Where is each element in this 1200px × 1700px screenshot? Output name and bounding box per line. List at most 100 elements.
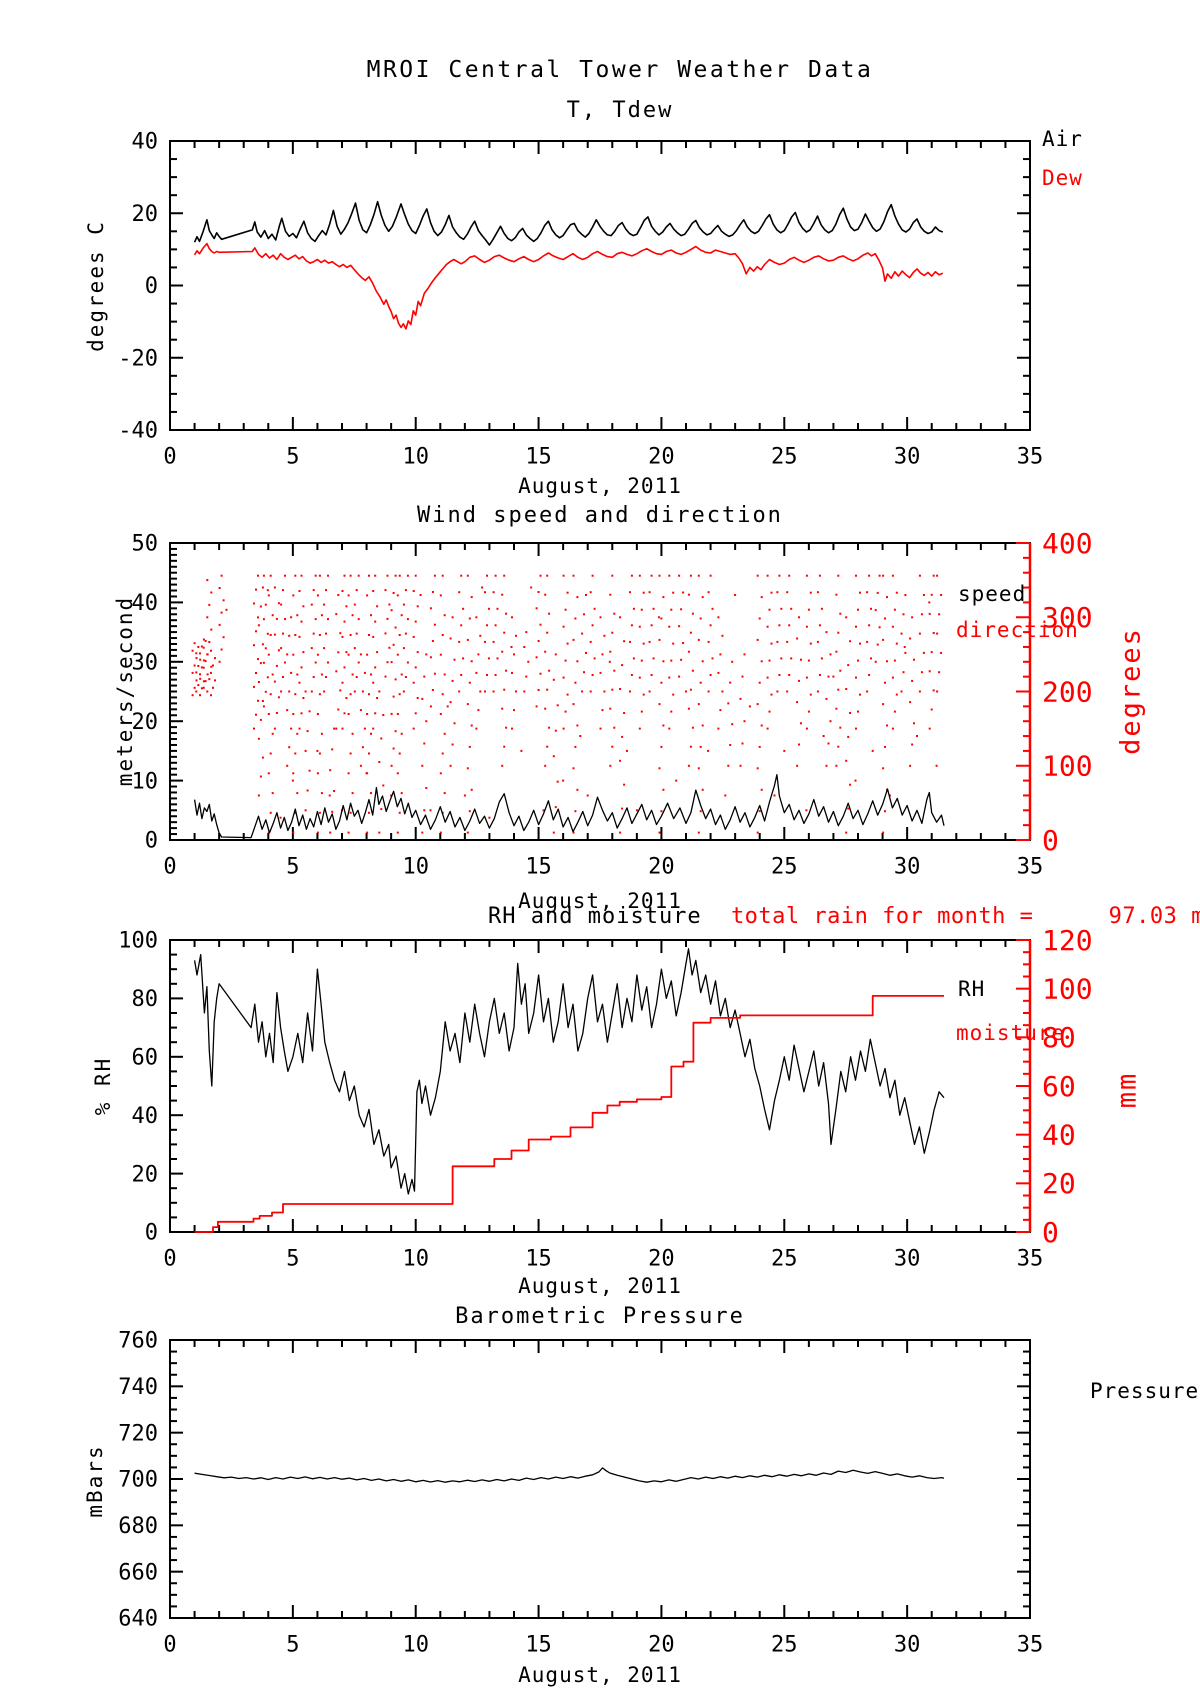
wind-direction-point — [296, 614, 299, 617]
wind-y2-tick-label: 0 — [1042, 824, 1059, 857]
wind-direction-point — [682, 591, 685, 594]
wind-direction-point — [776, 640, 779, 643]
wind-direction-point — [701, 660, 704, 663]
wind-direction-point — [218, 660, 221, 663]
wind-direction-point — [394, 626, 397, 629]
wind-direction-point — [786, 640, 789, 643]
wind-direction-point — [546, 745, 549, 748]
wind-direction-point — [280, 603, 283, 606]
wind-direction-point — [562, 625, 565, 628]
wind-direction-point — [484, 640, 486, 643]
wind-direction-point — [320, 614, 323, 617]
wind-direction-point — [783, 749, 786, 752]
wind-direction-point — [208, 678, 211, 681]
wind-direction-point — [200, 687, 203, 690]
wind-direction-point — [320, 732, 323, 735]
wind-direction-point — [895, 591, 898, 594]
wind-direction-point — [825, 764, 828, 767]
wind-direction-point — [699, 681, 702, 684]
wind-direction-point — [388, 646, 391, 649]
wind-direction-point — [255, 630, 257, 633]
wind-direction-point — [623, 783, 626, 786]
wind-direction-point — [359, 764, 362, 767]
wind-direction-point — [660, 745, 663, 748]
wind-direction-point — [257, 616, 259, 619]
wind-direction-point — [564, 659, 567, 662]
wind-direction-point — [758, 617, 761, 620]
wind-direction-point — [323, 603, 326, 606]
wind-direction-point — [800, 722, 802, 725]
wind-direction-point — [345, 697, 348, 699]
wind-direction-point — [262, 705, 265, 708]
wind-direction-point — [552, 678, 555, 681]
wind-direction-point — [292, 772, 295, 775]
wind-direction-point — [368, 752, 370, 755]
wind-direction-point — [866, 591, 869, 594]
wind-direction-point — [707, 640, 710, 643]
wind-direction-point — [687, 650, 690, 653]
wind-direction-point — [341, 727, 344, 730]
wind-direction-point — [766, 676, 769, 679]
wind-direction-point — [394, 678, 397, 681]
wind-direction-point — [302, 697, 305, 699]
wind-direction-point — [210, 694, 212, 697]
wind-direction-point — [847, 735, 850, 738]
wind-direction-point — [608, 660, 611, 663]
wind-y-tick-label: 50 — [132, 532, 159, 557]
wind-direction-point — [930, 593, 933, 596]
wind-direction-point — [691, 726, 694, 729]
wind-direction-point — [398, 752, 401, 755]
temp-y-tick-label: 20 — [132, 202, 159, 227]
wind-direction-point — [347, 772, 350, 775]
wind-y2-tick-label: 200 — [1042, 675, 1093, 708]
wind-direction-point — [839, 612, 842, 615]
wind-direction-point — [687, 764, 690, 767]
pressure-x-tick-label: 5 — [286, 1633, 299, 1658]
wind-direction-point — [337, 651, 340, 654]
wind-direction-point — [672, 642, 675, 645]
wind-direction-point — [882, 574, 885, 577]
wind-direction-point — [288, 634, 291, 637]
wind-direction-point — [208, 641, 211, 643]
wind-direction-point — [343, 666, 346, 669]
wind-direction-point — [443, 673, 446, 676]
wind-direction-point — [327, 618, 329, 621]
wind-direction-point — [581, 632, 584, 635]
wind-direction-point — [685, 690, 687, 693]
wind-direction-point — [668, 727, 671, 730]
wind-direction-point — [368, 634, 370, 636]
wind-direction-point — [554, 653, 557, 656]
wind-direction-point — [439, 713, 442, 715]
wind-direction-point — [396, 653, 399, 656]
wind-direction-point — [220, 611, 223, 614]
wind-direction-point — [818, 624, 821, 627]
wind-direction-point — [868, 574, 871, 577]
wind-direction-point — [199, 652, 201, 655]
wind-x-tick-label: 25 — [771, 855, 798, 880]
wind-direction-point — [462, 607, 465, 610]
wind-direction-point — [585, 594, 587, 596]
wind-direction-point — [310, 647, 313, 650]
wind-direction-point — [206, 616, 209, 619]
wind-direction-point — [562, 727, 565, 730]
wind-direction-point — [589, 690, 592, 693]
wind-direction-point — [368, 574, 370, 577]
wind-direction-point — [697, 767, 700, 770]
wind-direction-point — [835, 707, 838, 710]
wind-direction-point — [439, 831, 442, 834]
wind-direction-point — [870, 657, 872, 660]
wind-direction-point — [323, 690, 326, 693]
wind-direction-point — [609, 650, 612, 653]
rh-y-tick-label: 0 — [145, 1221, 158, 1246]
wind-direction-point — [372, 727, 375, 730]
wind-direction-point — [619, 616, 622, 619]
wind-direction-point — [193, 642, 196, 645]
wind-direction-point — [351, 614, 354, 617]
wind-direction-point — [548, 612, 551, 615]
wind-direction-point — [275, 664, 278, 667]
rh-x-tick-label: 20 — [648, 1247, 675, 1272]
wind-direction-point — [882, 767, 885, 770]
wind-direction-point — [421, 831, 424, 834]
wind-direction-point — [368, 811, 370, 814]
wind-direction-point — [341, 635, 344, 638]
